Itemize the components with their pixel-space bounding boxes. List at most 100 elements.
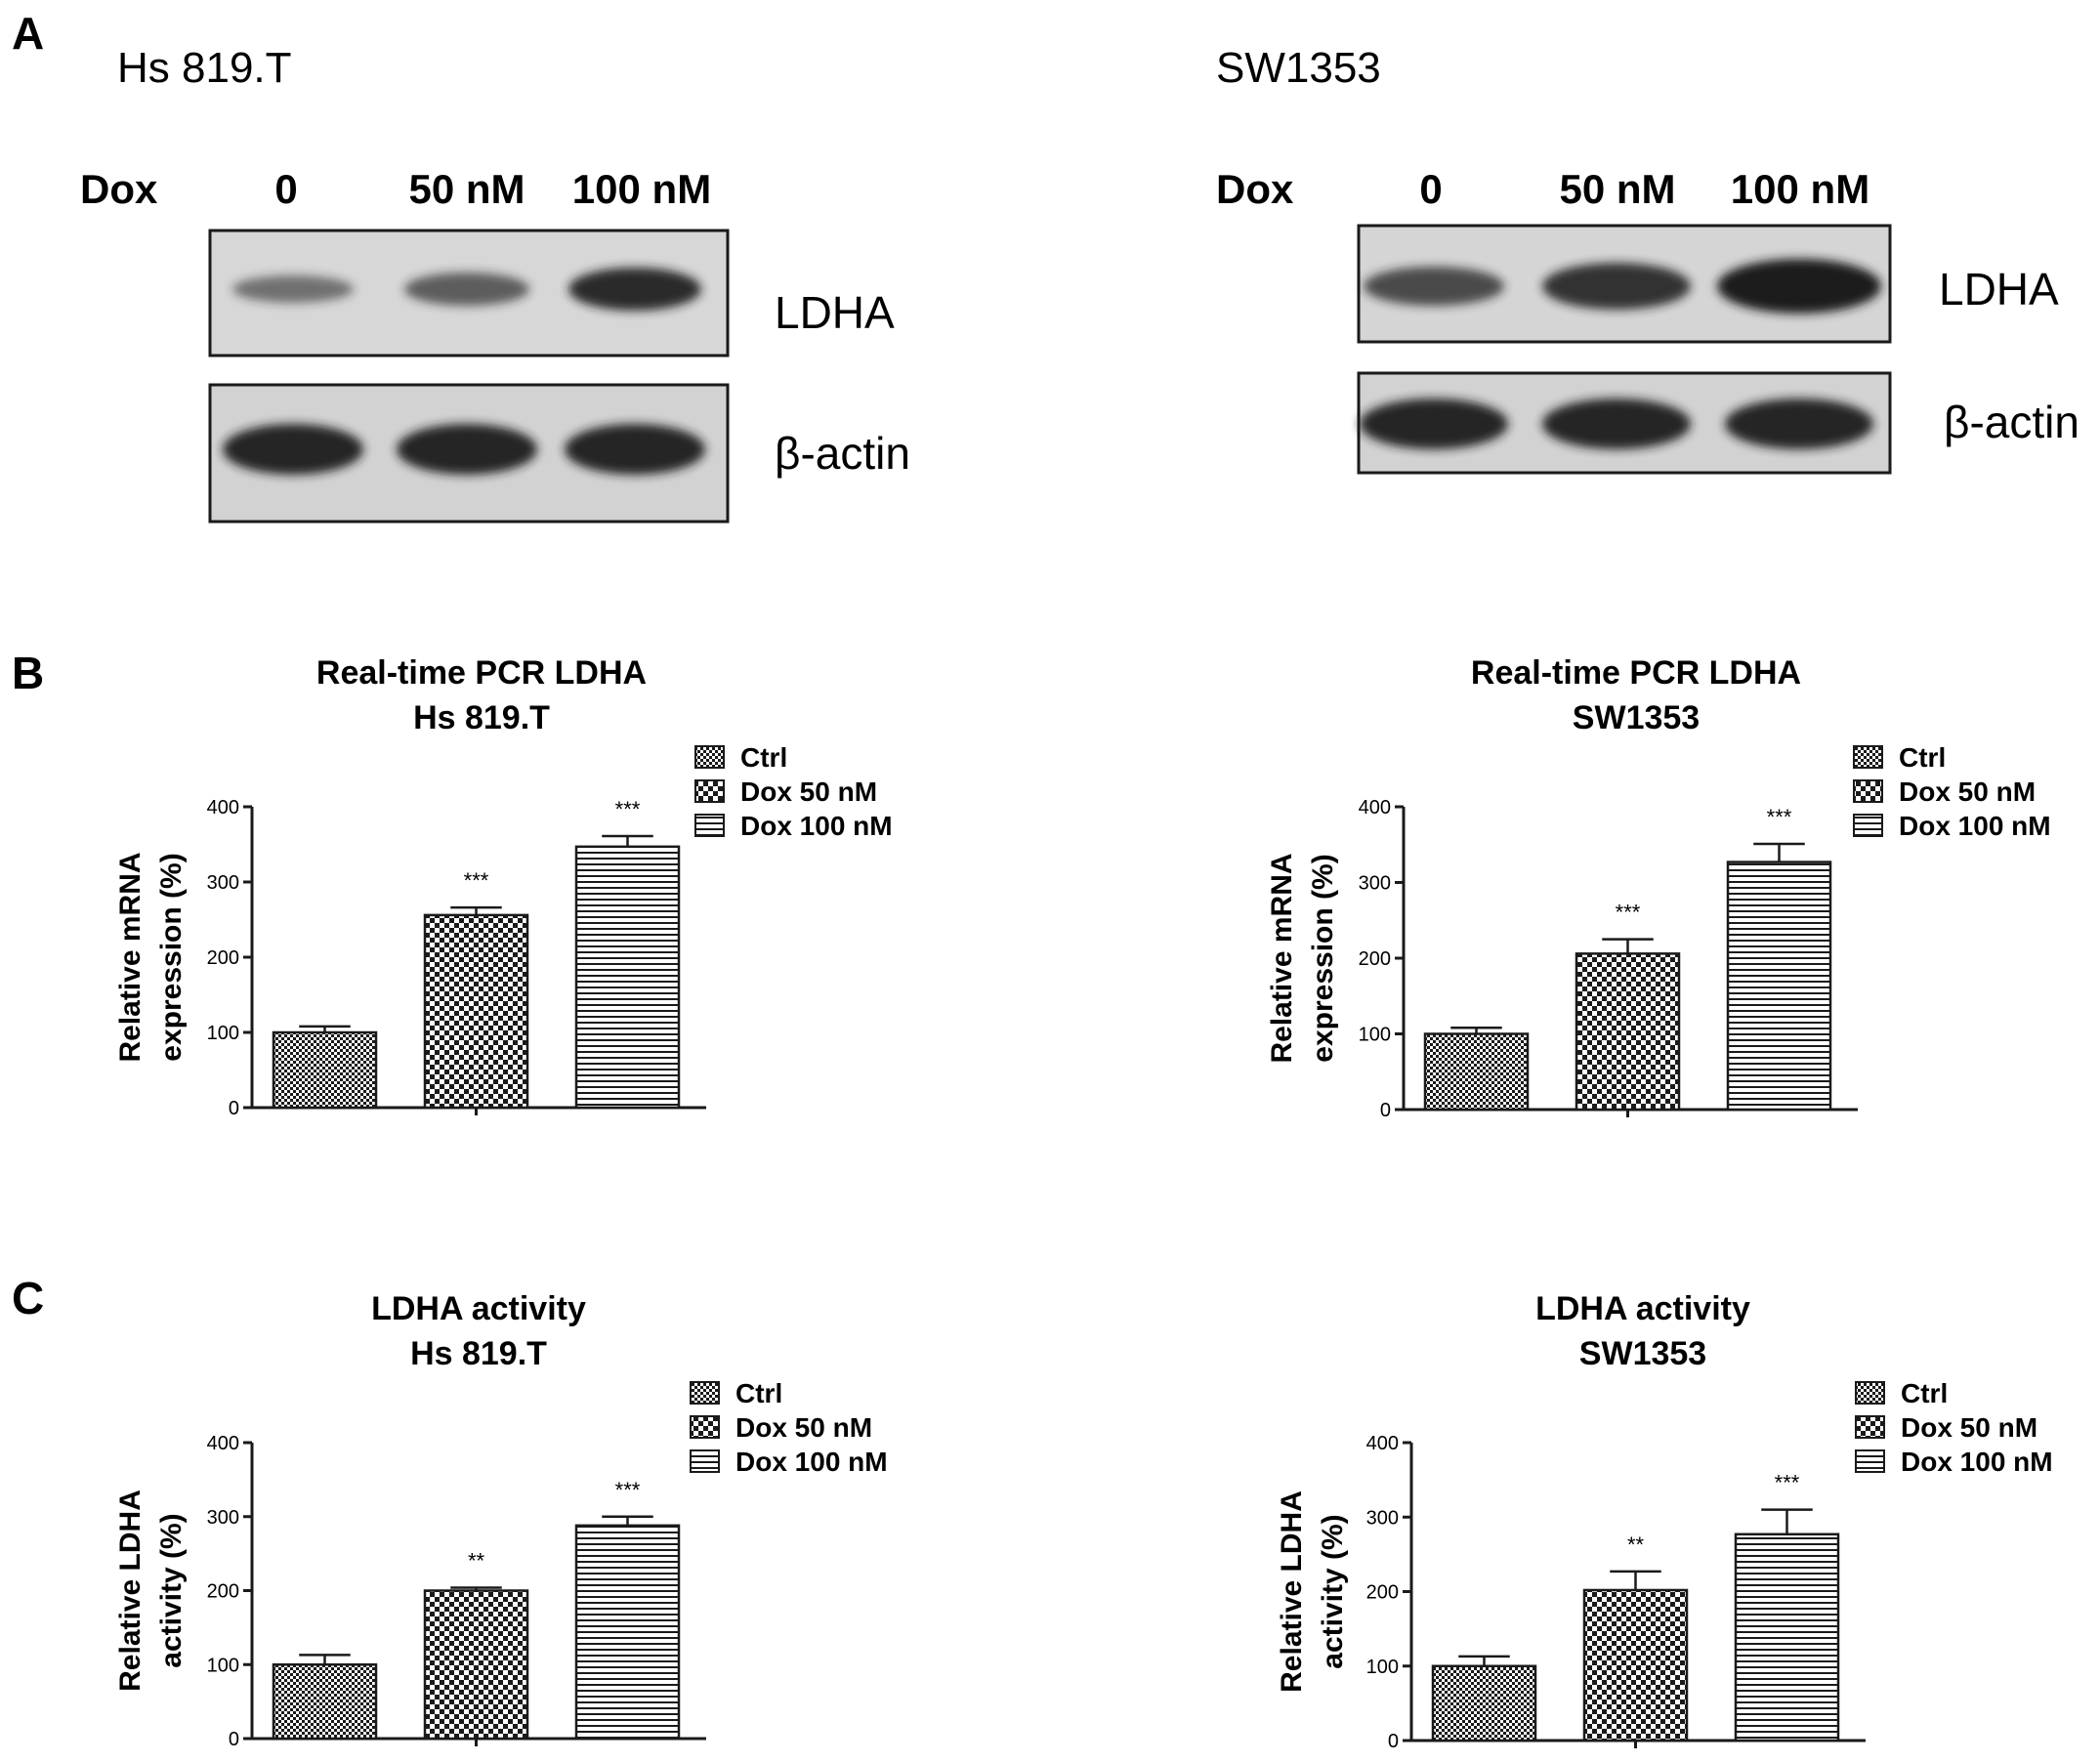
significance-marker: *** — [1767, 805, 1792, 829]
y-tick-label: 300 — [207, 1507, 239, 1529]
beta-actin-band — [1725, 399, 1873, 449]
ldha-band — [1717, 259, 1881, 314]
western-blot-sw1353: SW1353 Dox 0 50 nM 100 nM LDHA β-actin — [1216, 44, 2079, 475]
y-axis-label: expression (%) — [1307, 854, 1339, 1062]
y-tick-label: 100 — [1359, 1025, 1391, 1046]
bar — [272, 1663, 378, 1741]
legend-label: Dox 100 nM — [735, 1447, 888, 1477]
beta-actin-band — [397, 424, 537, 475]
chart-pcr-hs819t: Real-time PCR LDHA Hs 819.T Relative mRNA e… — [114, 654, 893, 1119]
blot-lane-label: 100 nM — [572, 166, 711, 212]
y-tick-label: 0 — [229, 1098, 239, 1119]
y-tick-label: 100 — [207, 1655, 239, 1676]
ldha-band — [1364, 267, 1504, 306]
legend-swatch — [694, 779, 725, 803]
bar — [1431, 1664, 1537, 1742]
y-tick-label: 400 — [1366, 1433, 1399, 1454]
chart-activity-sw1353: LDHA activity SW1353 Relative LDHA activity… — [1276, 1290, 2053, 1752]
y-tick-label: 300 — [1366, 1507, 1399, 1529]
blot-protein-label: β-actin — [1944, 397, 2079, 447]
y-axis-label: activity (%) — [155, 1513, 188, 1667]
legend-swatch — [1853, 814, 1883, 837]
significance-marker: ** — [468, 1548, 485, 1573]
ldha-band — [568, 268, 701, 311]
panel-label-b: B — [12, 648, 44, 698]
panel-label-c: C — [12, 1273, 44, 1323]
ldha-band — [1542, 263, 1691, 310]
blot-lane-label: 50 nM — [408, 166, 525, 212]
blot-cell-line-title: Hs 819.T — [117, 44, 292, 92]
significance-marker: *** — [615, 1478, 641, 1502]
y-tick-label: 300 — [1359, 873, 1391, 895]
significance-marker: *** — [1616, 901, 1641, 925]
legend-swatch — [694, 745, 725, 769]
y-axis-label: Relative mRNA — [1266, 853, 1298, 1063]
legend-label: Dox 100 nM — [1901, 1447, 2053, 1477]
western-blot-hs819t: Hs 819.T Dox 0 50 nM 100 nM LDHA β-actin — [80, 44, 910, 524]
ldha-band — [404, 273, 529, 306]
bar — [1734, 1532, 1840, 1742]
blot-lane-header: Dox — [1216, 166, 1294, 212]
y-tick-label: 100 — [1366, 1657, 1399, 1678]
legend-swatch — [694, 814, 725, 837]
bar — [1726, 861, 1832, 1112]
legend-swatch — [690, 1449, 720, 1473]
y-axis-label: expression (%) — [155, 853, 188, 1061]
y-tick-label: 200 — [1359, 948, 1391, 970]
legend-label: Dox 50 nM — [1899, 777, 2036, 807]
y-tick-label: 200 — [1366, 1582, 1399, 1604]
y-axis-label: Relative LDHA — [114, 1490, 147, 1692]
legend-swatch — [1855, 1449, 1885, 1473]
significance-marker: ** — [1627, 1532, 1645, 1557]
chart-title: Real-time PCR LDHA — [316, 654, 647, 692]
legend-label: Dox 100 nM — [1899, 811, 2051, 841]
y-tick-label: 0 — [1380, 1100, 1391, 1121]
chart-title: LDHA activity — [371, 1290, 586, 1327]
blot-protein-label: β-actin — [775, 428, 910, 479]
bar — [1575, 952, 1681, 1112]
legend-swatch — [1855, 1381, 1885, 1405]
blot-lane-label: 50 nM — [1559, 166, 1675, 212]
legend-swatch — [690, 1415, 720, 1439]
y-tick-label: 400 — [207, 1433, 239, 1454]
legend-label: Dox 50 nM — [735, 1412, 872, 1443]
bar — [574, 1524, 681, 1741]
chart-title: SW1353 — [1573, 699, 1700, 736]
significance-marker: *** — [615, 797, 641, 821]
legend-label: Dox 100 nM — [740, 811, 893, 841]
chart-title: Real-time PCR LDHA — [1471, 654, 1801, 692]
blot-lane-label: 0 — [1419, 166, 1442, 212]
legend-swatch — [1853, 779, 1883, 803]
blot-cell-line-title: SW1353 — [1216, 44, 1381, 92]
bar — [1582, 1588, 1689, 1742]
legend-swatch — [1855, 1415, 1885, 1439]
y-tick-label: 200 — [207, 1581, 239, 1603]
beta-actin-band — [1360, 399, 1508, 449]
chart-title: Hs 819.T — [413, 699, 550, 736]
bar — [423, 913, 529, 1110]
y-tick-label: 100 — [207, 1023, 239, 1044]
legend-label: Ctrl — [1901, 1378, 1948, 1408]
bar — [272, 1030, 378, 1110]
legend-label: Dox 50 nM — [740, 777, 877, 807]
legend-label: Dox 50 nM — [1901, 1412, 2037, 1443]
y-tick-label: 0 — [229, 1729, 239, 1750]
significance-marker: *** — [464, 868, 489, 893]
chart-title: LDHA activity — [1535, 1290, 1750, 1327]
blot-lane-label: 100 nM — [1731, 166, 1869, 212]
y-axis-label: Relative LDHA — [1276, 1490, 1308, 1693]
y-tick-label: 400 — [207, 797, 239, 819]
blot-lane-label: 0 — [274, 166, 297, 212]
bar — [1423, 1032, 1530, 1112]
chart-title: SW1353 — [1579, 1335, 1706, 1372]
chart-pcr-sw1353: Real-time PCR LDHA SW1353 Relative mRNA exp… — [1266, 654, 2051, 1121]
beta-actin-band — [1542, 399, 1691, 449]
blot-protein-label: LDHA — [1939, 264, 2059, 315]
y-tick-label: 300 — [207, 872, 239, 894]
y-axis-label: activity (%) — [1317, 1514, 1349, 1668]
chart-activity-hs819t: LDHA activity Hs 819.T Relative LDHA activi… — [114, 1290, 888, 1750]
legend-swatch — [1853, 745, 1883, 769]
panel-label-a: A — [12, 8, 44, 59]
legend-swatch — [690, 1381, 720, 1405]
